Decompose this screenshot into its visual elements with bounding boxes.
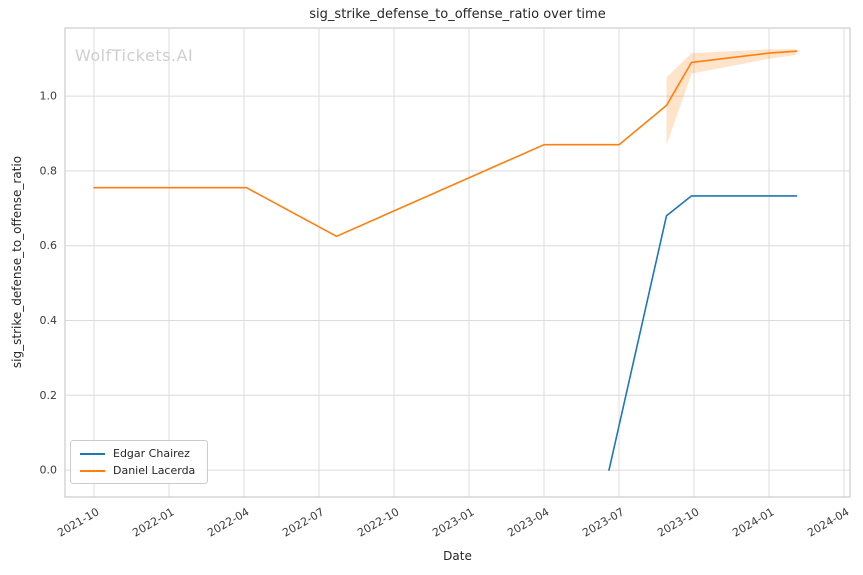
x-tick-label: 2023-04 [505, 505, 551, 539]
legend: Edgar Chairez Daniel Lacerda [70, 440, 209, 484]
legend-label: Daniel Lacerda [113, 464, 196, 477]
x-tick-label: 2022-04 [205, 505, 251, 539]
y-axis-label: sig_strike_defense_to_offense_ratio [10, 155, 24, 369]
x-tick-label: 2024-04 [805, 505, 851, 539]
y-tick-label: 0.4 [40, 314, 58, 327]
legend-item: Daniel Lacerda [80, 465, 195, 476]
legend-swatch [80, 452, 105, 455]
confidence-band [666, 49, 797, 145]
plot-border [64, 27, 851, 498]
x-tick-label: 2024-01 [730, 505, 776, 539]
series-line-edgar-chairez [608, 195, 798, 471]
x-tick-label: 2022-01 [130, 505, 176, 539]
legend-item: Edgar Chairez [80, 448, 195, 459]
watermark: WolfTickets.AI [75, 46, 194, 65]
y-tick-label: 0.0 [40, 464, 58, 477]
chart-title: sig_strike_defense_to_offense_ratio over… [309, 7, 606, 22]
x-axis-label: Date [443, 549, 472, 563]
legend-label: Edgar Chairez [113, 447, 190, 460]
x-tick-label: 2022-10 [355, 505, 401, 539]
y-tick-label: 1.0 [40, 90, 58, 103]
y-tick-label: 0.2 [40, 389, 58, 402]
x-tick-label: 2023-10 [655, 505, 701, 539]
legend-swatch [80, 469, 105, 472]
series-line-daniel-lacerda [93, 50, 798, 238]
y-tick-label: 0.8 [40, 164, 58, 177]
x-tick-label: 2023-01 [430, 505, 476, 539]
x-tick-label: 2021-10 [55, 505, 101, 539]
y-tick-label: 0.6 [40, 239, 58, 252]
x-tick-label: 2023-07 [580, 505, 626, 539]
x-tick-label: 2022-07 [280, 505, 326, 539]
